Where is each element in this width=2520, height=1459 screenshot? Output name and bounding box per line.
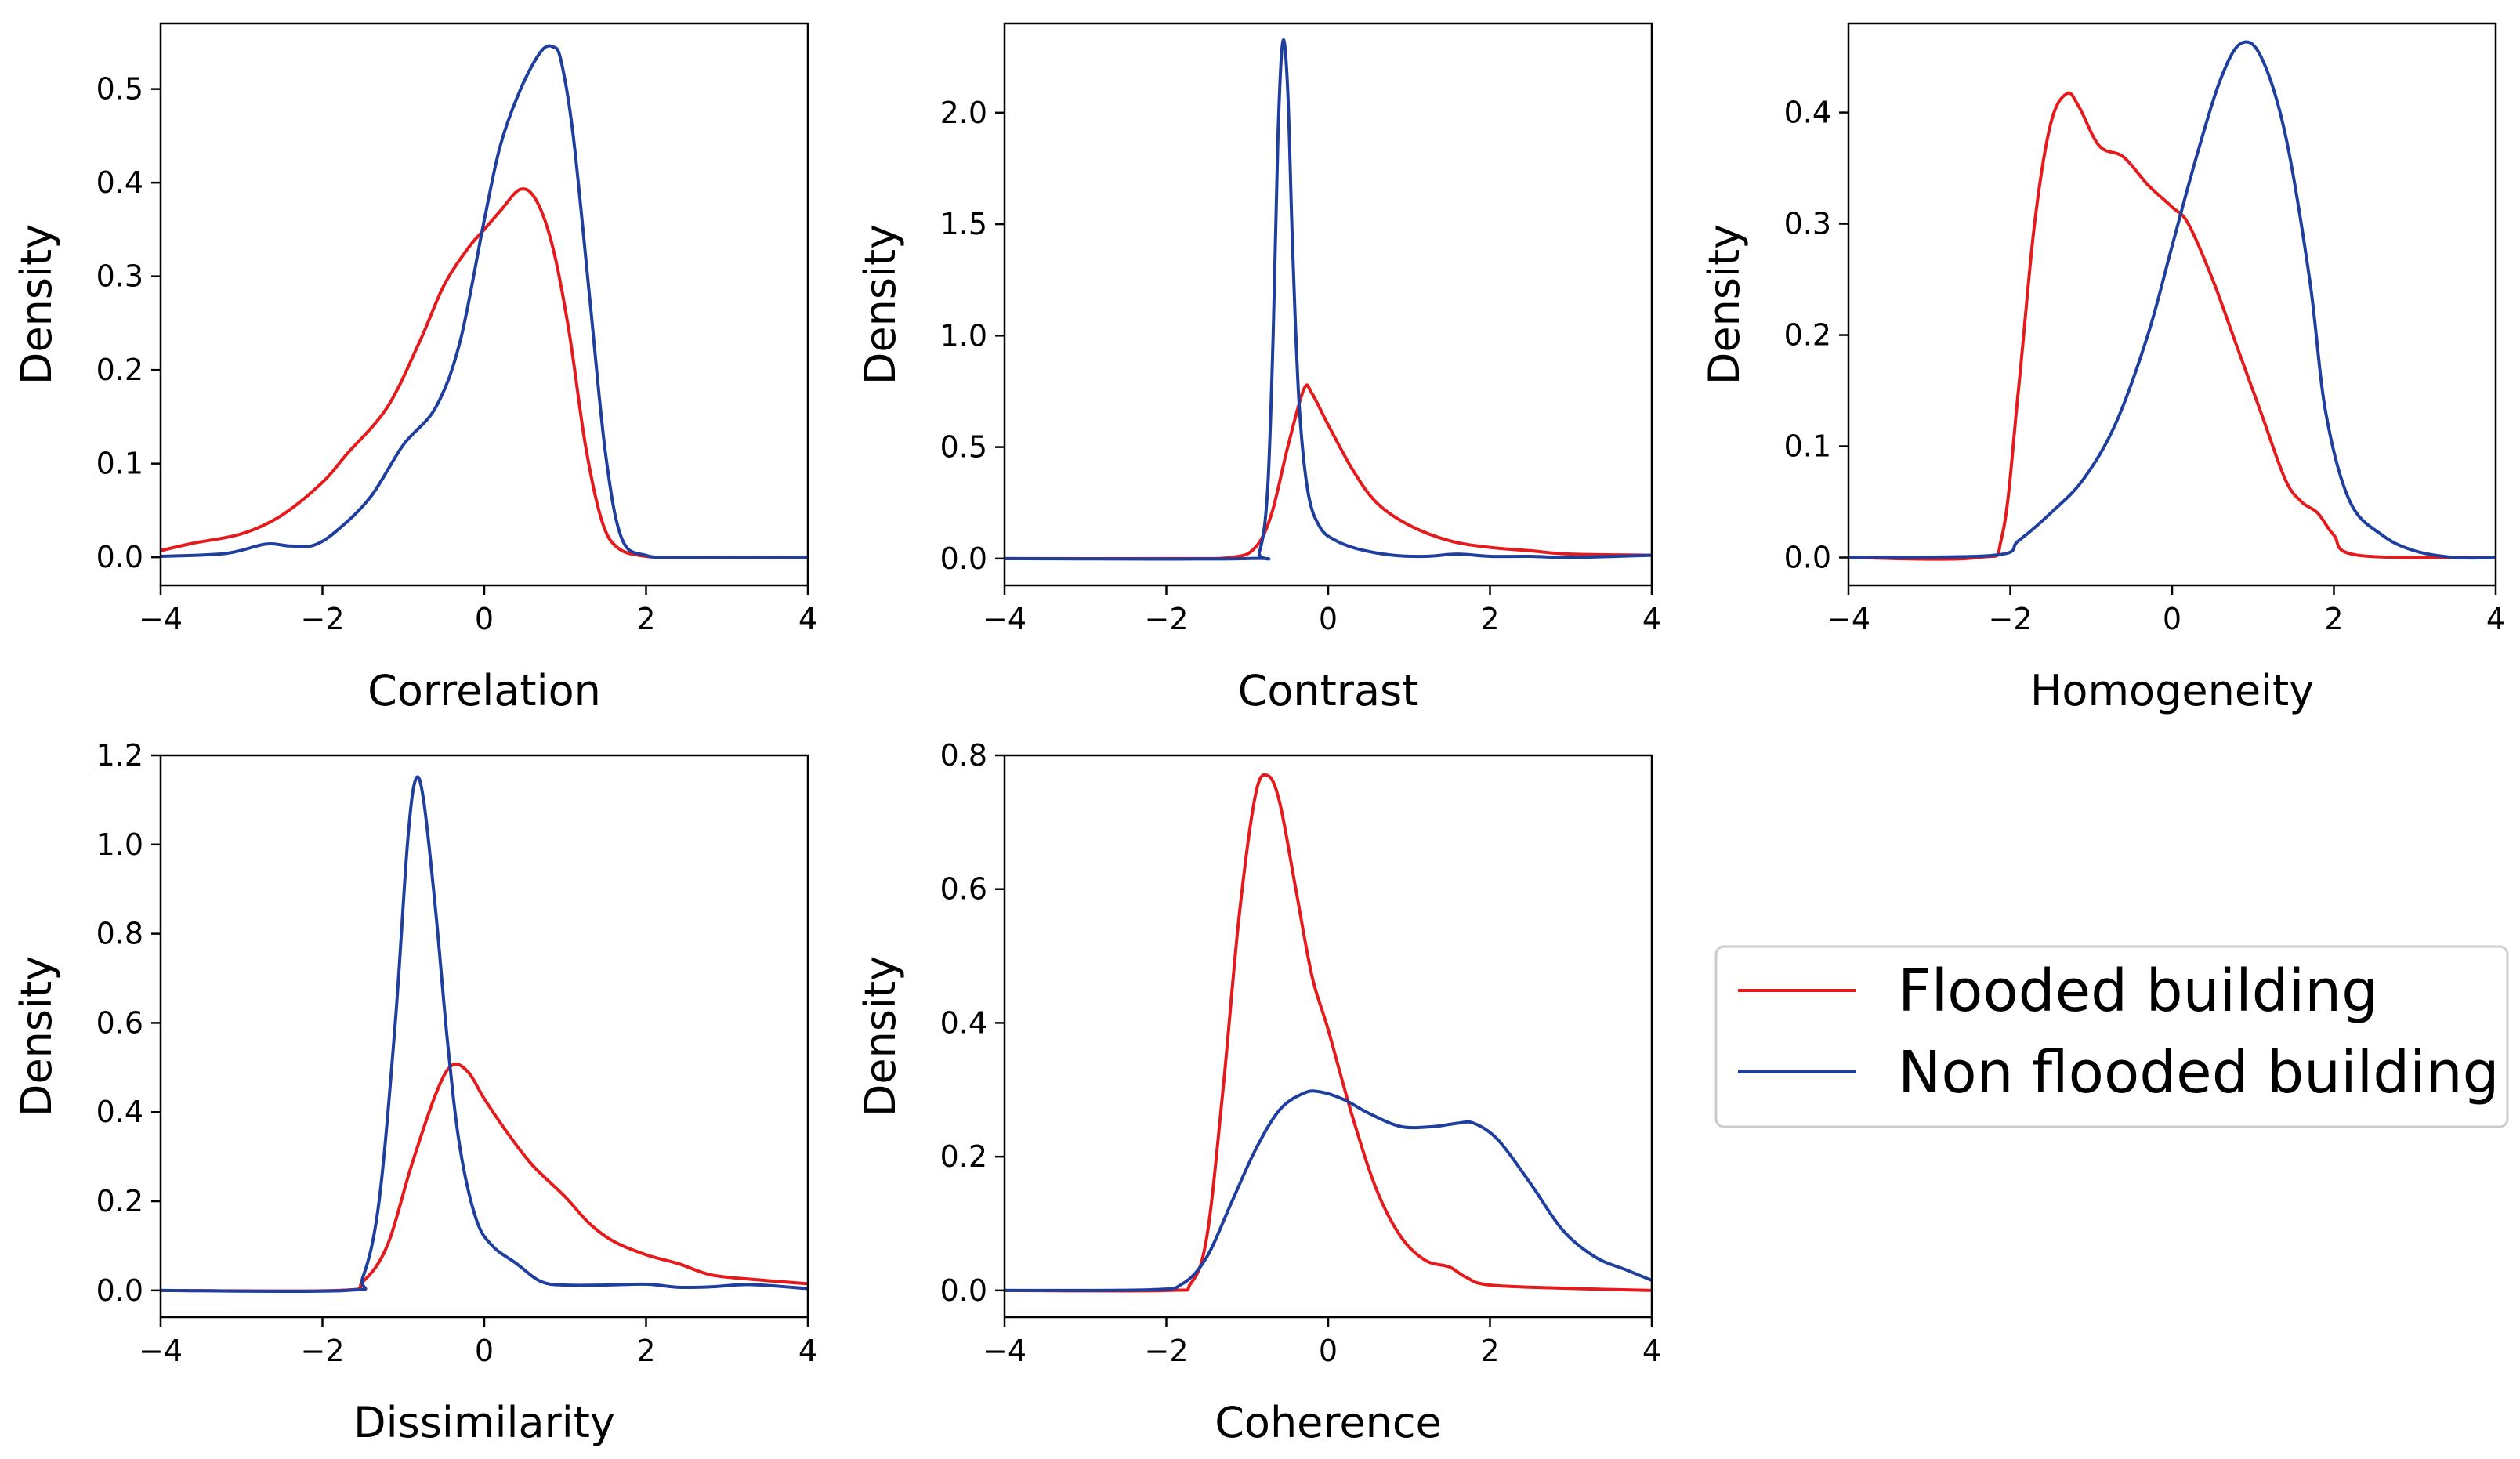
- series-line-non-flooded: [1005, 38, 1652, 561]
- axes-frame: [159, 754, 809, 1319]
- y-tick-label: 0.2: [1784, 318, 1831, 353]
- x-axis-label: Contrast: [1238, 666, 1419, 715]
- y-tick-label: 1.2: [96, 738, 143, 773]
- x-tick-label: −4: [983, 1334, 1026, 1368]
- x-tick-label: −2: [300, 1334, 344, 1368]
- y-tick-label: 0.2: [96, 1184, 143, 1218]
- legend-frame: [1714, 945, 2509, 1128]
- subplot-dissimilarity: −4 −2 0 2 4 0.0 0.2 0.4 0.6 0.8 1.0 1.2 Dissimilarit…: [12, 738, 817, 1447]
- x-tick-label: 0: [2163, 602, 2181, 636]
- x-tick-label: 4: [798, 1334, 817, 1368]
- y-tick-label: 0.1: [96, 447, 143, 481]
- y-tick-label: 0.3: [1784, 207, 1831, 241]
- axes-frame: [1003, 754, 1653, 1319]
- x-axis-label: Coherence: [1215, 1398, 1442, 1447]
- legend: Flooded building Non flooded building: [1714, 945, 2509, 1128]
- y-tick-label: 0.2: [940, 1139, 987, 1174]
- y-tick-label: 0.3: [96, 259, 143, 294]
- subplot-contrast: −4 −2 0 2 4 0.0 0.5 1.0 1.5 2.0 Contrast Density: [856, 22, 1661, 715]
- x-axis-label: Homogeneity: [2030, 666, 2314, 715]
- series-line-flooded: [1005, 773, 1652, 1293]
- x-tick-label: −2: [1144, 602, 1188, 636]
- series-line-non-flooded: [161, 775, 808, 1294]
- y-tick-label: 1.0: [940, 318, 987, 353]
- y-tick-label: 0.6: [96, 1005, 143, 1040]
- axes-frame: [1003, 22, 1653, 587]
- y-tick-label: 0.6: [940, 872, 987, 907]
- x-tick-label: −4: [139, 1334, 183, 1368]
- series-line-flooded: [161, 187, 808, 559]
- x-tick-label: −4: [139, 602, 183, 636]
- y-tick-label: 0.0: [940, 1273, 987, 1308]
- series-line-flooded: [1005, 383, 1652, 560]
- x-tick-label: 2: [2324, 602, 2343, 636]
- y-tick-label: 2.0: [940, 96, 987, 130]
- subplots-container: −4 −2 0 2 4 0.0 0.1 0.2 0.3 0.4 0.5 Correlation Dens…: [12, 22, 2505, 1447]
- y-tick-label: 0.0: [1784, 541, 1831, 575]
- series-line-flooded: [161, 1062, 808, 1293]
- y-axis-label: Density: [1700, 224, 1749, 385]
- y-tick-label: 0.5: [96, 72, 143, 107]
- x-tick-label: 0: [475, 602, 494, 636]
- axes-frame: [159, 22, 809, 587]
- subplot-coherence: −4 −2 0 2 4 0.0 0.2 0.4 0.6 0.8 Coherence Density: [856, 738, 1661, 1447]
- x-axis-label: Dissimilarity: [353, 1398, 615, 1447]
- series-line-flooded: [1848, 91, 2496, 561]
- x-axis-label: Correlation: [368, 666, 601, 715]
- y-tick-label: 0.4: [940, 1005, 987, 1040]
- x-tick-label: 0: [475, 1334, 494, 1368]
- axes-frame: [1847, 22, 2497, 587]
- y-tick-label: 1.5: [940, 207, 987, 241]
- x-tick-label: 2: [1480, 602, 1499, 636]
- x-tick-label: −2: [300, 602, 344, 636]
- y-tick-label: 0.0: [96, 1273, 143, 1308]
- y-tick-label: 0.2: [96, 353, 143, 387]
- x-tick-label: 4: [798, 602, 817, 636]
- subplot-correlation: −4 −2 0 2 4 0.0 0.1 0.2 0.3 0.4 0.5 Correlation Dens…: [12, 22, 817, 715]
- x-tick-label: 0: [1319, 1334, 1338, 1368]
- series-line-non-flooded: [161, 44, 808, 559]
- x-tick-label: 0: [1319, 602, 1338, 636]
- legend-label-flooded: Flooded building: [1898, 958, 2378, 1025]
- x-tick-label: −2: [1988, 602, 2032, 636]
- series-line-non-flooded: [1848, 40, 2496, 560]
- x-tick-label: −2: [1144, 1334, 1188, 1368]
- y-axis-label: Density: [12, 956, 61, 1117]
- y-tick-label: 0.5: [940, 430, 987, 465]
- x-tick-label: −4: [983, 602, 1026, 636]
- y-tick-label: 0.4: [1784, 96, 1831, 130]
- y-tick-label: 0.4: [96, 1095, 143, 1129]
- x-tick-label: 4: [2486, 602, 2505, 636]
- y-tick-label: 0.0: [940, 541, 987, 576]
- y-axis-label: Density: [856, 224, 905, 385]
- x-tick-label: 4: [1642, 602, 1661, 636]
- x-tick-label: −4: [1827, 602, 1870, 636]
- x-tick-label: 2: [1480, 1334, 1499, 1368]
- y-axis-label: Density: [856, 956, 905, 1117]
- y-tick-label: 0.4: [96, 165, 143, 200]
- x-tick-label: 2: [636, 1334, 655, 1368]
- y-tick-label: 0.0: [96, 540, 143, 574]
- subplot-homogeneity: −4 −2 0 2 4 0.0 0.1 0.2 0.3 0.4 Homogeneity Density: [1700, 22, 2505, 715]
- y-tick-label: 1.0: [96, 827, 143, 862]
- series-line-non-flooded: [1005, 1089, 1652, 1292]
- legend-label-non-flooded: Non flooded building: [1898, 1039, 2500, 1106]
- y-axis-label: Density: [12, 224, 61, 385]
- y-tick-label: 0.1: [1784, 429, 1831, 464]
- y-tick-label: 0.8: [96, 917, 143, 951]
- x-tick-label: 4: [1642, 1334, 1661, 1368]
- x-tick-label: 2: [636, 602, 655, 636]
- y-tick-label: 0.8: [940, 738, 987, 773]
